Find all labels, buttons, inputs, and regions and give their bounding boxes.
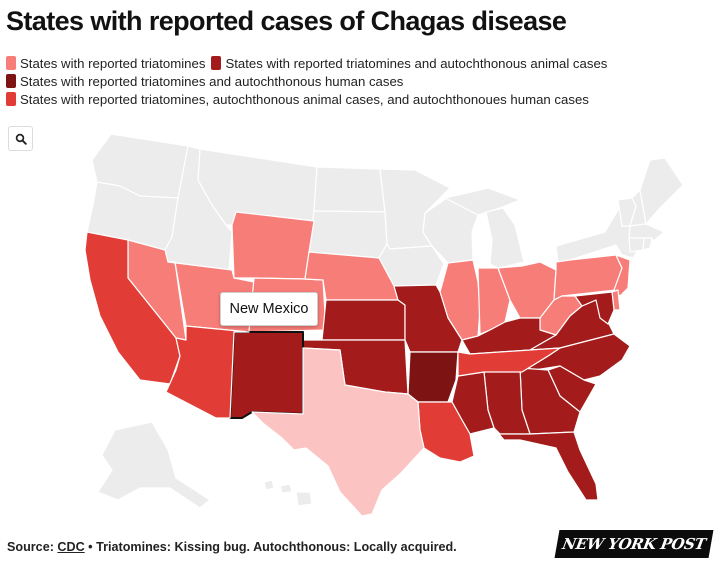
- legend-swatch: [6, 56, 16, 70]
- state-connecticut[interactable]: [628, 237, 645, 253]
- state-california[interactable]: [84, 231, 181, 385]
- logo-text: NEW YORK POST: [560, 535, 708, 553]
- footer-note: • Triatomines: Kissing bug. Autochthonou…: [84, 540, 457, 554]
- search-button[interactable]: [8, 126, 33, 151]
- state-massachusetts[interactable]: [628, 223, 665, 241]
- state-arizona[interactable]: [165, 325, 250, 419]
- legend-item-triatomines-animal: States with reported triatomines and aut…: [211, 56, 607, 71]
- search-icon: [15, 133, 27, 145]
- state-maine[interactable]: [639, 157, 684, 225]
- state-tooltip: New Mexico: [220, 292, 318, 326]
- state-kansas[interactable]: [321, 299, 406, 341]
- state-michigan-upper[interactable]: [444, 187, 521, 216]
- legend-label: States with reported triatomines and aut…: [225, 55, 608, 71]
- source-link[interactable]: CDC: [57, 540, 85, 554]
- state-hawaii[interactable]: [263, 479, 313, 507]
- legend-swatch: [6, 92, 16, 106]
- state-alaska[interactable]: [97, 421, 211, 509]
- footer: Source: CDC • Triatomines: Kissing bug. …: [7, 540, 457, 554]
- state-maryland[interactable]: [574, 291, 615, 325]
- state-florida[interactable]: [493, 427, 599, 501]
- state-arkansas[interactable]: [407, 351, 459, 403]
- legend-swatch: [6, 74, 16, 88]
- state-north-dakota[interactable]: [313, 166, 386, 213]
- legend-swatch: [211, 56, 222, 70]
- legend-item-triatomines: States with reported triatomines: [6, 56, 205, 71]
- state-new-mexico[interactable]: [229, 331, 304, 419]
- tooltip-label: New Mexico: [229, 301, 309, 317]
- legend: States with reported triatomines States …: [6, 54, 711, 108]
- state-new-jersey[interactable]: [613, 254, 631, 297]
- state-michigan[interactable]: [485, 207, 525, 269]
- brand-logo: NEW YORK POST: [554, 530, 714, 558]
- state-tennessee[interactable]: [457, 347, 561, 377]
- state-wyoming[interactable]: [231, 211, 315, 280]
- legend-item-triatomines-animal-human: States with reported triatomines, autoch…: [6, 92, 589, 107]
- state-rhode-island[interactable]: [642, 237, 653, 251]
- legend-label: States with reported triatomines, autoch…: [20, 91, 589, 107]
- footer-source-prefix: Source:: [7, 540, 58, 554]
- state-south-dakota[interactable]: [308, 210, 388, 259]
- state-texas[interactable]: [251, 347, 425, 517]
- legend-label: States with reported triatomines and aut…: [20, 73, 404, 89]
- map-title: States with reported cases of Chagas dis…: [6, 6, 567, 36]
- legend-label: States with reported triatomines: [20, 55, 206, 71]
- legend-item-triatomines-human: States with reported triatomines and aut…: [6, 74, 403, 89]
